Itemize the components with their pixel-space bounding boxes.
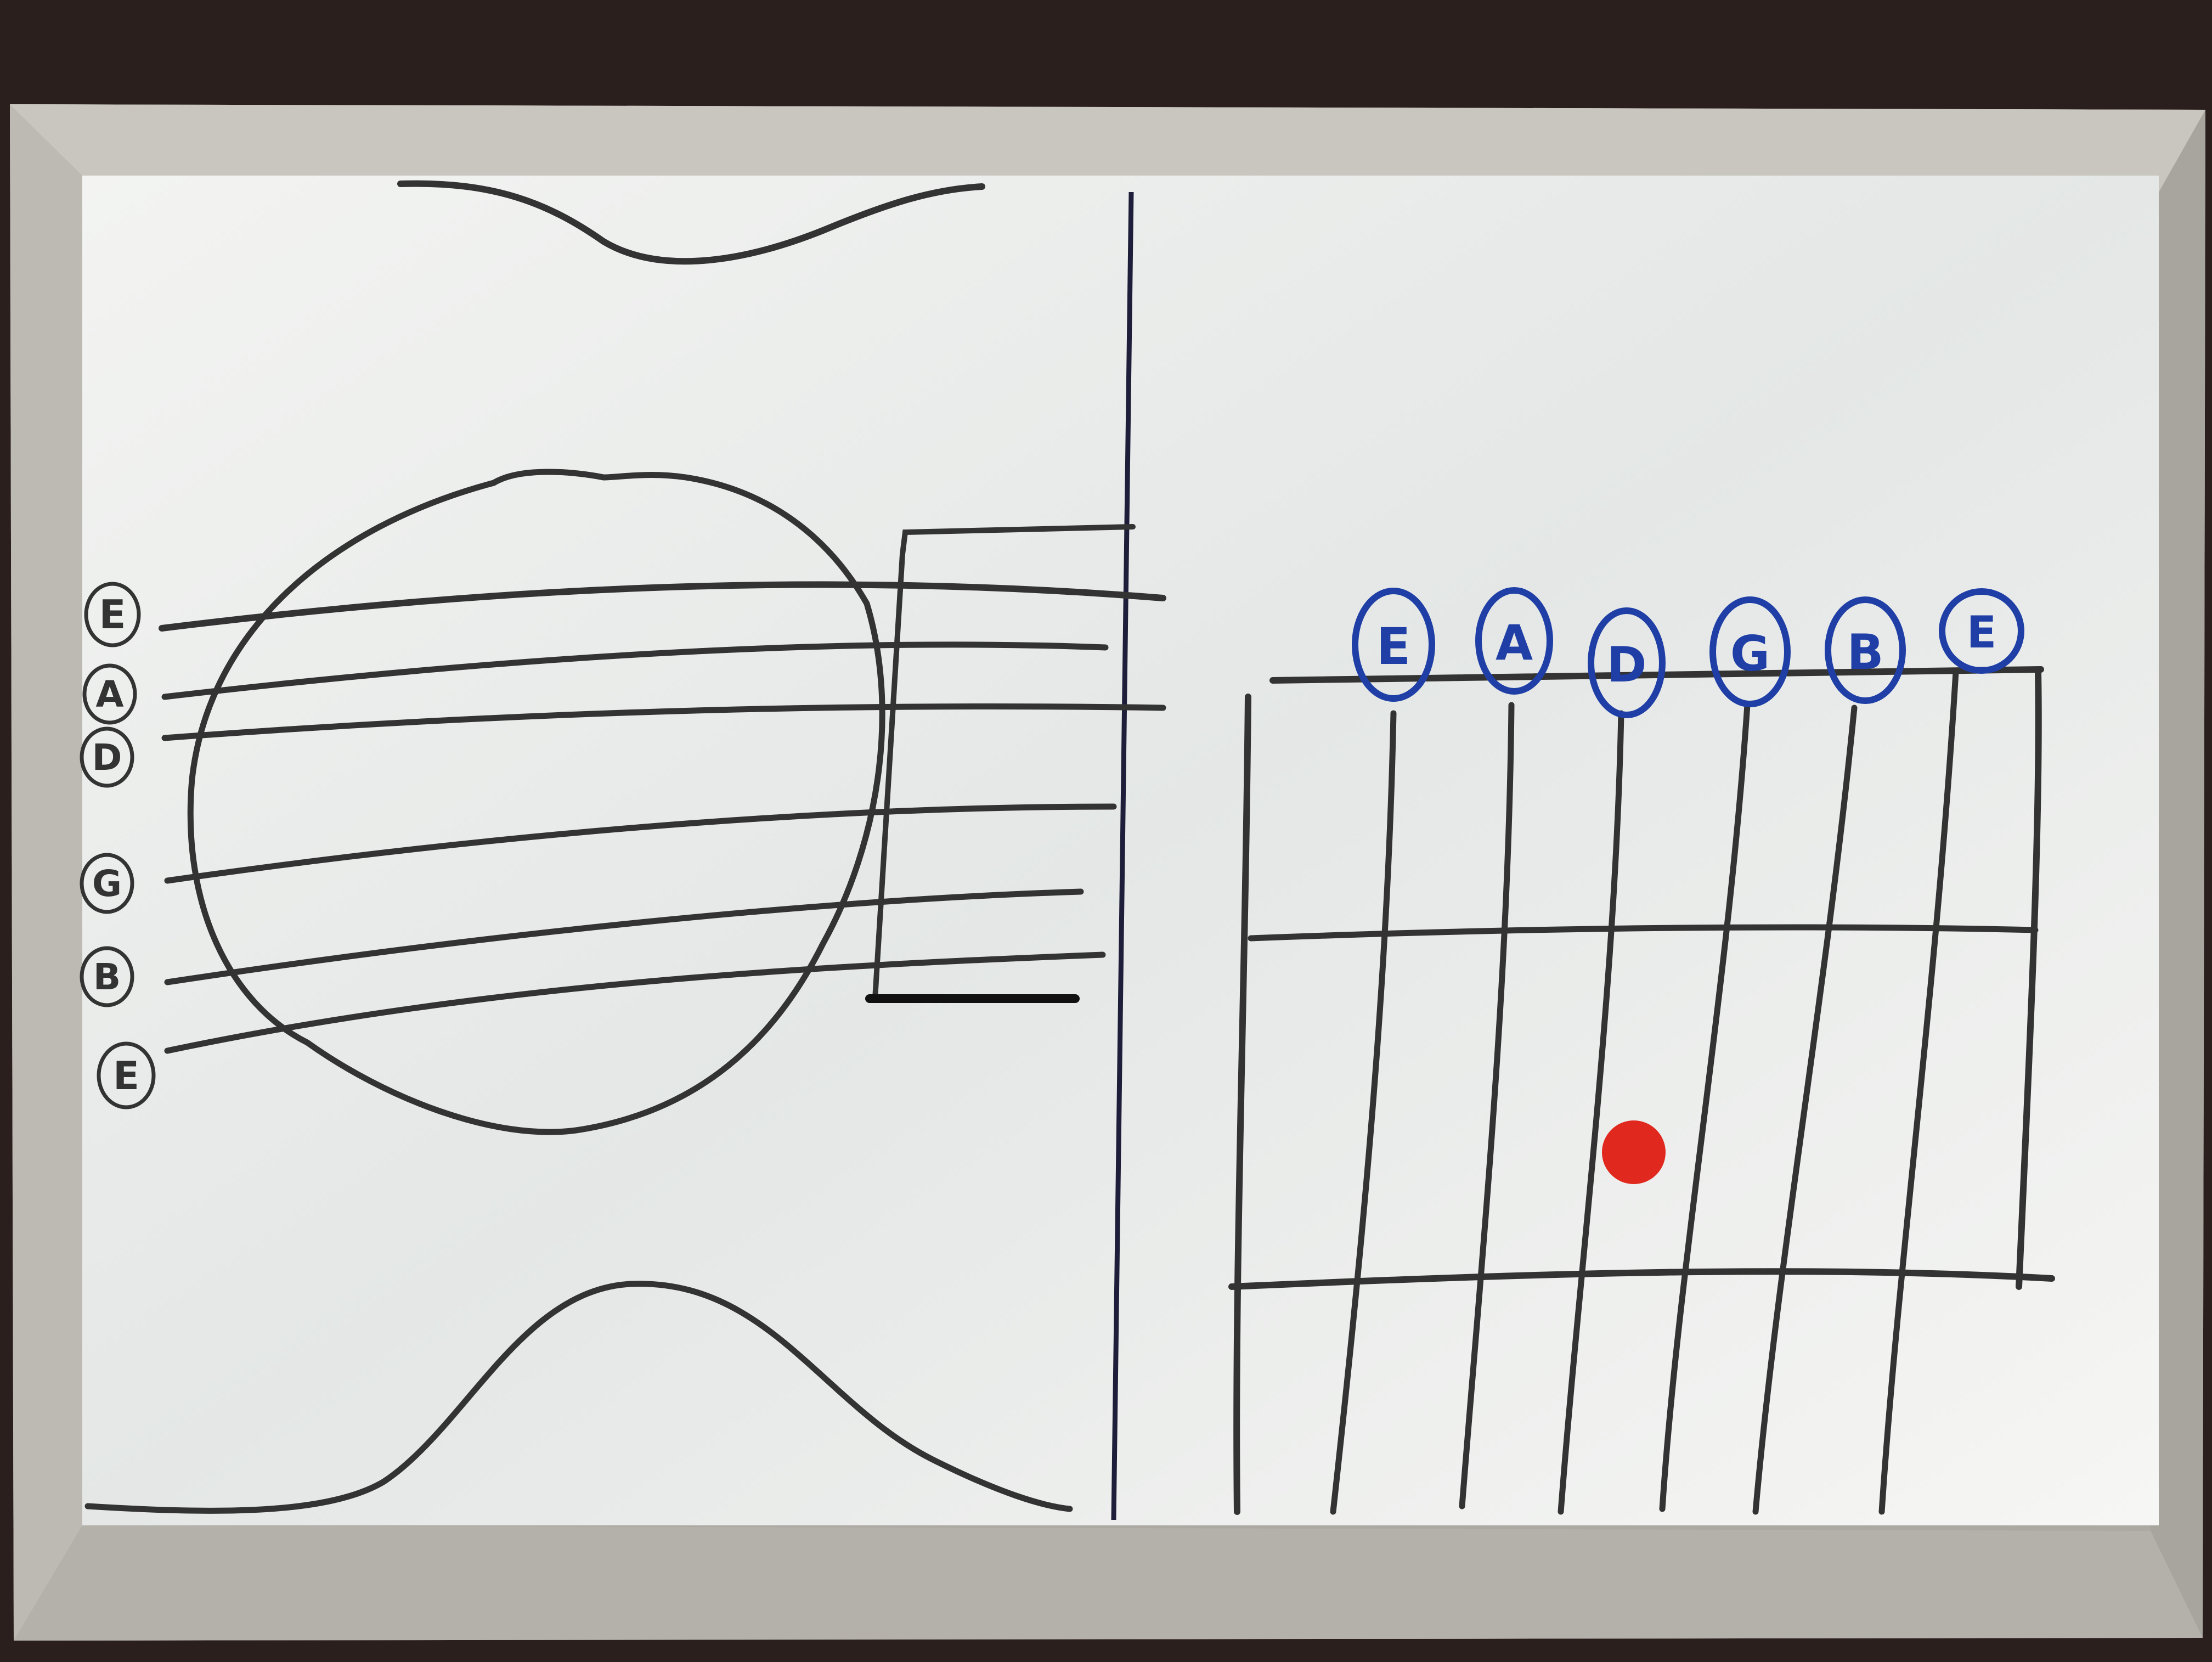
fretboard-right-edge [2016, 669, 2042, 1290]
left-label-text: B [93, 956, 121, 998]
right-label-text: E [1967, 607, 1997, 658]
left-string-labels: E A D G B E [80, 582, 156, 1109]
left-label-3: D [80, 726, 134, 788]
guitar-top-contour [397, 180, 985, 265]
left-string-6 [164, 951, 1106, 1054]
left-label-4: G [80, 853, 134, 914]
right-string-labels: E A D G B E [1352, 587, 2024, 718]
left-label-text: G [92, 863, 122, 905]
right-label-6: E [1939, 588, 2024, 674]
left-label-5: B [80, 946, 134, 1007]
right-panel-chord-diagram [1228, 666, 2055, 1515]
guitar-bottom-contour [84, 1281, 1073, 1514]
right-string-1 [1330, 710, 1397, 1515]
right-label-1: E [1352, 588, 1435, 702]
fret-line-2 [1228, 1268, 2055, 1290]
right-label-text: E [1376, 617, 1411, 676]
left-label-text: A [95, 673, 123, 715]
left-label-text: E [113, 1053, 139, 1098]
divider-line [1111, 191, 1134, 1520]
left-label-6: E [97, 1041, 156, 1109]
finger-dot [1602, 1120, 1666, 1184]
left-string-5 [164, 888, 1084, 985]
fret-line-1 [1248, 924, 2039, 942]
right-label-5: B [1825, 596, 1906, 704]
left-string-3 [161, 703, 1166, 741]
right-label-text: A [1496, 615, 1533, 671]
left-string-2 [161, 641, 1109, 700]
right-string-2 [1459, 702, 1515, 1509]
right-label-text: B [1847, 624, 1883, 680]
fretboard-left-edge [1233, 694, 1251, 1515]
right-label-3: D [1588, 607, 1666, 718]
left-label-text: E [99, 591, 126, 638]
right-label-2: A [1475, 587, 1553, 695]
right-string-5 [1752, 705, 1858, 1515]
right-label-text: D [1606, 636, 1646, 693]
left-string-4 [164, 803, 1117, 884]
left-label-text: D [92, 736, 122, 779]
bridge-outline [872, 524, 1136, 1001]
right-string-3 [1558, 710, 1624, 1515]
right-label-4: G [1709, 596, 1791, 707]
left-label-1: E [84, 582, 141, 647]
nut-line [1269, 666, 2044, 684]
soundhole [187, 469, 885, 1135]
right-string-6 [1878, 669, 1959, 1515]
right-string-4 [1659, 702, 1751, 1512]
left-label-2: A [82, 663, 137, 725]
right-label-text: G [1730, 626, 1770, 682]
left-panel-guitar [84, 180, 1166, 1514]
left-string-1 [159, 581, 1166, 632]
